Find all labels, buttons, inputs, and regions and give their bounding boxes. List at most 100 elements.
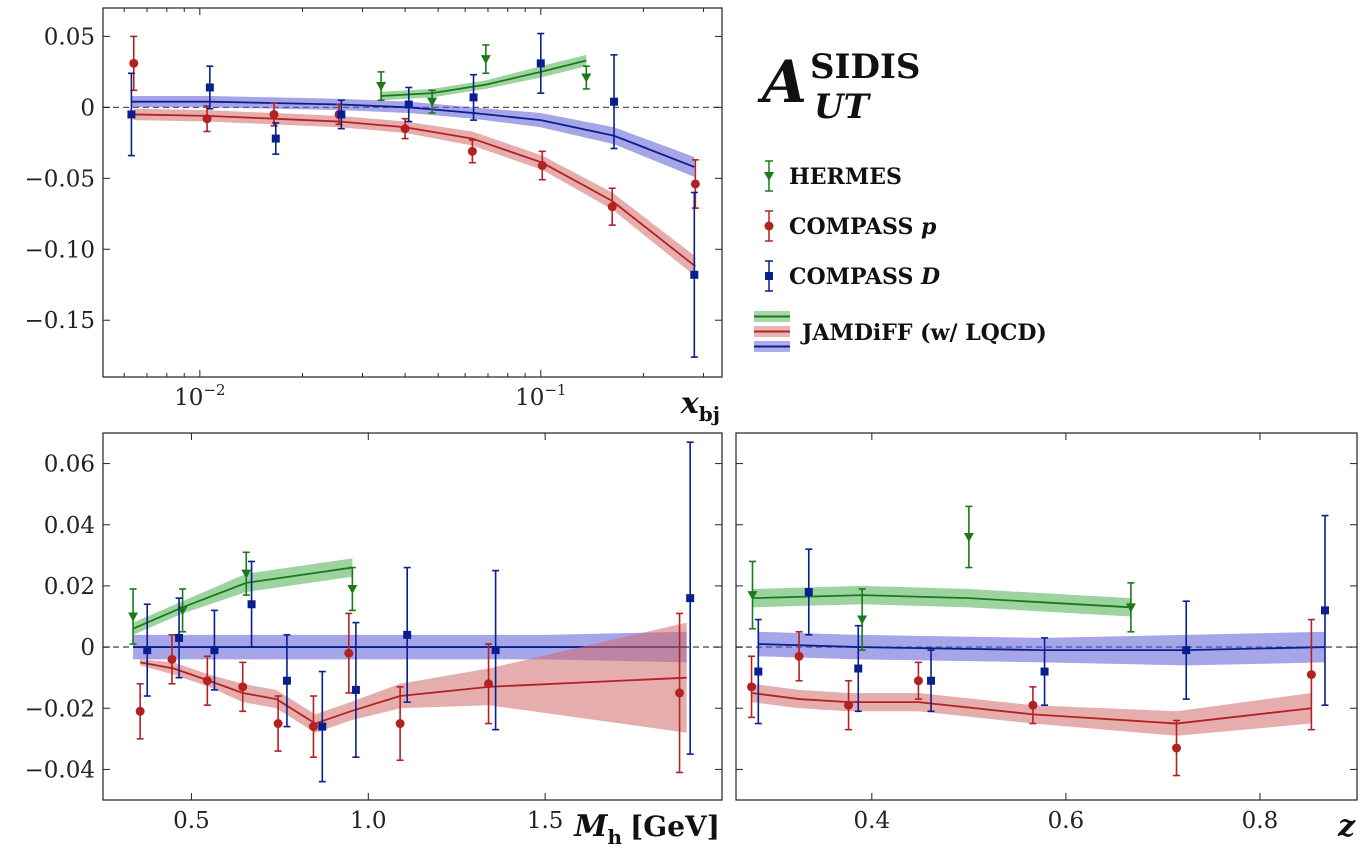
data-point bbox=[1028, 700, 1038, 710]
data-point bbox=[308, 722, 318, 732]
data-point bbox=[857, 615, 868, 625]
data-point bbox=[128, 612, 139, 622]
band-green bbox=[133, 558, 353, 635]
data-point bbox=[675, 688, 685, 698]
legend-label: COMPASS D bbox=[789, 264, 940, 290]
x-tick-exponent: −2 bbox=[203, 381, 225, 399]
series-compass-p bbox=[747, 618, 1316, 777]
x-tick-exponent: −1 bbox=[544, 381, 566, 399]
x-axis-unit: [GeV] bbox=[630, 810, 720, 843]
data-point bbox=[480, 55, 491, 65]
series-compass-d bbox=[143, 441, 695, 783]
band-line-red bbox=[139, 661, 687, 725]
y-tick-label: −0.15 bbox=[25, 308, 95, 334]
series-compass-p bbox=[135, 612, 685, 774]
title-main: A bbox=[757, 48, 807, 116]
series-hermes bbox=[747, 505, 1136, 651]
data-point bbox=[202, 676, 212, 686]
series-hermes bbox=[128, 551, 358, 645]
data-point bbox=[337, 110, 346, 119]
data-point bbox=[690, 179, 700, 189]
band-line-green bbox=[380, 59, 587, 97]
data-point bbox=[344, 648, 354, 658]
title-superscript: SIDIS bbox=[810, 47, 920, 87]
data-point bbox=[135, 706, 145, 716]
legend-label-italic: D bbox=[920, 264, 940, 290]
data-point bbox=[927, 676, 936, 685]
data-point bbox=[167, 654, 177, 664]
data-point bbox=[686, 594, 695, 603]
legend-marker bbox=[765, 272, 773, 280]
series-compass-d bbox=[754, 514, 1329, 725]
legend-entry: COMPASS D bbox=[765, 260, 940, 292]
data-point bbox=[202, 114, 212, 124]
legend-label-italic: p bbox=[921, 214, 937, 240]
data-point bbox=[484, 679, 494, 689]
legend-label: COMPASS p bbox=[789, 214, 937, 240]
data-point bbox=[143, 646, 152, 655]
x-tick-label: 10−2 bbox=[174, 381, 225, 411]
x-tick-label: 1.0 bbox=[350, 808, 387, 834]
x-axis-label: xbj bbox=[680, 386, 720, 426]
y-tick-label: −0.10 bbox=[25, 237, 95, 263]
x-axis-label-sub: h bbox=[608, 825, 623, 849]
data-point bbox=[205, 83, 214, 92]
band-line-green bbox=[132, 566, 353, 630]
axes-frame bbox=[102, 7, 723, 378]
band-green bbox=[752, 585, 1131, 617]
x-tick-label: 1.5 bbox=[527, 808, 564, 834]
band-red bbox=[133, 108, 696, 277]
band-blue bbox=[758, 631, 1325, 666]
band-red bbox=[751, 683, 1312, 736]
data-point bbox=[177, 606, 188, 616]
x-tick-label: 0.5 bbox=[173, 808, 210, 834]
data-point bbox=[351, 685, 360, 694]
data-point bbox=[395, 719, 405, 729]
data-point bbox=[844, 700, 854, 710]
data-point bbox=[347, 584, 358, 594]
data-point bbox=[1320, 606, 1329, 615]
data-point bbox=[469, 93, 478, 102]
band-blue bbox=[131, 95, 695, 177]
plot-area bbox=[103, 32, 722, 358]
data-point bbox=[913, 676, 923, 686]
legend-marker bbox=[764, 172, 774, 181]
x-axis-label-sub: bj bbox=[699, 402, 720, 426]
data-point bbox=[127, 110, 136, 119]
legend-marker bbox=[764, 221, 774, 231]
plot-area bbox=[736, 505, 1357, 777]
data-point bbox=[581, 73, 592, 83]
legend: HERMES COMPASS p COMPASS D JAMDiFF (w/ LQC… bbox=[754, 160, 1047, 352]
data-point bbox=[467, 146, 477, 156]
y-tick-label: 0.06 bbox=[44, 452, 95, 478]
y-tick-label: 0 bbox=[80, 635, 95, 661]
data-point bbox=[690, 270, 699, 279]
data-point bbox=[794, 651, 804, 661]
y-tick-label: −0.04 bbox=[25, 757, 95, 783]
data-point bbox=[247, 600, 256, 609]
data-point bbox=[747, 682, 757, 692]
data-point bbox=[537, 161, 547, 171]
data-point bbox=[1182, 646, 1191, 655]
axes-frame bbox=[102, 432, 723, 801]
y-tick-label: 0.04 bbox=[44, 513, 95, 539]
data-point bbox=[1172, 743, 1182, 753]
legend-label-jamdiff: JAMDiFF (w/ LQCD) bbox=[800, 320, 1047, 346]
y-tick-label: 0.02 bbox=[44, 574, 95, 600]
data-point bbox=[271, 134, 280, 143]
x-tick-label: 0.8 bbox=[1242, 808, 1279, 834]
band-green bbox=[381, 54, 587, 101]
x-tick-label: 0.4 bbox=[854, 808, 891, 834]
band-red bbox=[140, 622, 687, 733]
y-tick-label: 0 bbox=[80, 95, 95, 121]
data-point bbox=[610, 97, 619, 106]
data-point bbox=[400, 124, 410, 134]
data-point bbox=[238, 682, 248, 692]
data-point bbox=[175, 633, 184, 642]
band-line-green bbox=[752, 594, 1131, 609]
x-tick-label: 0.6 bbox=[1048, 808, 1085, 834]
data-point bbox=[754, 667, 763, 676]
data-point bbox=[804, 588, 813, 597]
axes-frame bbox=[735, 432, 1358, 801]
